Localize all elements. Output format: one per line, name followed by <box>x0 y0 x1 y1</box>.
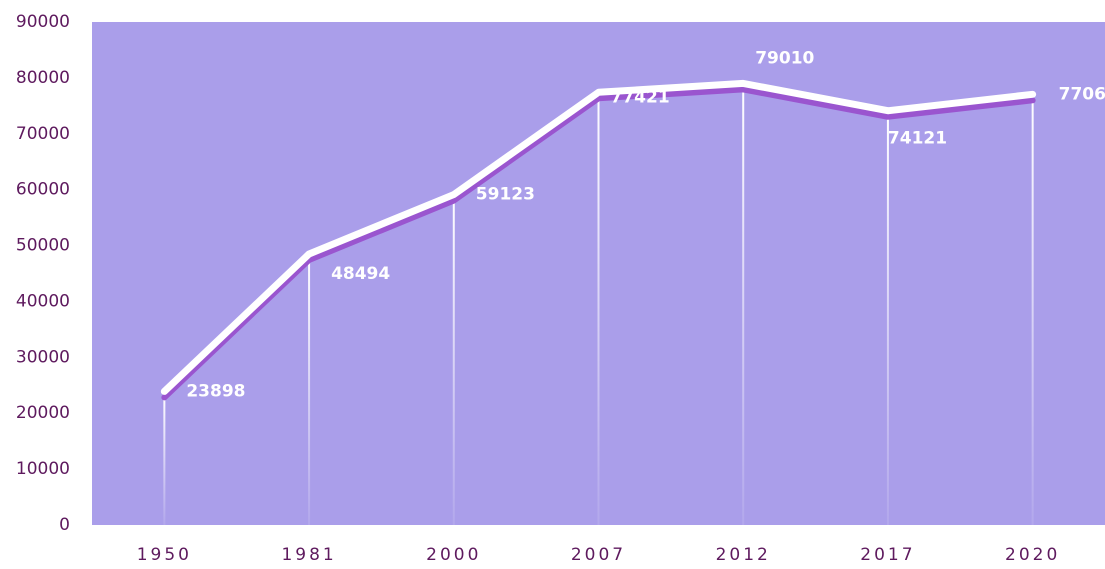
y-tick-label: 60000 <box>16 180 70 200</box>
y-tick-label: 80000 <box>16 68 70 88</box>
y-tick-label: 90000 <box>16 12 70 32</box>
y-tick-label: 40000 <box>16 291 70 311</box>
drop-line <box>308 253 311 526</box>
line <box>160 79 1037 395</box>
data-label: 74121 <box>888 129 947 149</box>
data-label: 48494 <box>331 264 390 284</box>
y-tick-label: 70000 <box>16 124 70 144</box>
x-tick-label: 1950 <box>137 545 192 565</box>
x-tick-label: 2007 <box>571 545 626 565</box>
data-label: 77421 <box>611 87 670 107</box>
drop-line <box>452 194 455 525</box>
x-tick-label: 2000 <box>426 545 481 565</box>
drop-line <box>886 110 889 525</box>
y-tick-label: 50000 <box>16 236 70 256</box>
x-tick-label: 2017 <box>860 545 915 565</box>
data-label: 79010 <box>755 48 814 68</box>
drop-line <box>597 92 600 525</box>
data-label: 59123 <box>476 185 535 205</box>
line-shadow <box>161 86 1036 401</box>
y-tick-label: 10000 <box>16 459 70 479</box>
data-label: 77060 <box>1059 84 1105 104</box>
x-tick-label: 2020 <box>1005 545 1060 565</box>
drop-line <box>742 83 745 526</box>
y-tick-label: 20000 <box>16 403 70 423</box>
drop-line <box>163 391 166 525</box>
data-label: 23898 <box>186 381 245 401</box>
y-tick-label: 30000 <box>16 347 70 367</box>
y-tick-label: 0 <box>59 515 70 535</box>
drop-line <box>1031 94 1034 525</box>
x-tick-label: 2012 <box>716 545 771 565</box>
x-tick-label: 1981 <box>281 545 336 565</box>
